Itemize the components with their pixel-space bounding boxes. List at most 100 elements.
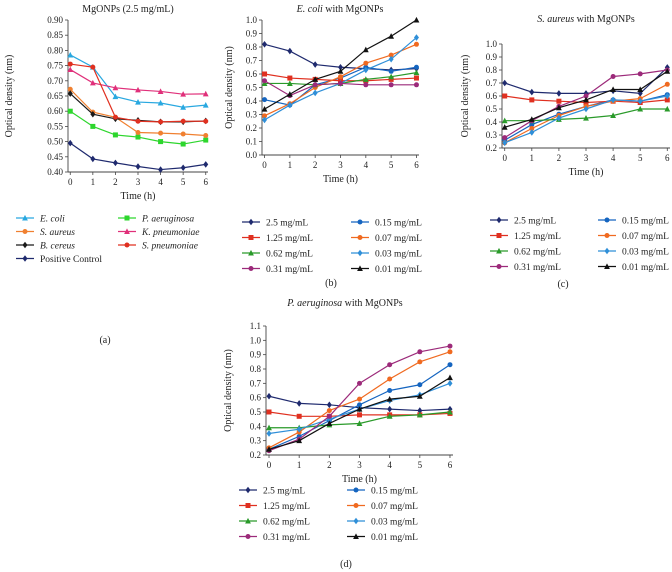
y-tick-label: 0.0 [246,150,258,160]
data-point [502,93,508,99]
data-point [417,407,423,414]
data-point [158,166,164,173]
data-point [387,362,393,368]
data-point [637,105,644,112]
chart-title: MgONPs (2.5 mg/mL) [82,4,173,15]
legend-label: 0.31 mg/mL [266,265,313,275]
legend-marker [22,229,28,234]
legend-marker [248,249,254,256]
panel-label: (d) [340,559,352,570]
data-point [296,437,303,444]
data-point [583,115,589,121]
x-tick-label: 3 [357,460,362,470]
data-point [262,113,268,119]
data-point [583,93,589,99]
data-point [180,118,186,124]
x-tick-label: 1 [288,160,293,170]
y-tick-label: 0.1 [246,137,257,147]
legend-label: 0.15 mg/mL [371,487,418,497]
panel-label: (a) [99,335,110,346]
data-point [337,68,344,74]
legend-label: S. aureus [40,228,75,238]
data-point [637,71,643,77]
data-point [388,68,394,74]
data-point [338,80,343,86]
legend-label: 1.25 mg/mL [514,232,561,242]
y-tick-label: 0.4 [246,96,258,106]
x-tick-label: 0 [262,160,267,170]
data-point [90,123,96,129]
y-tick-label: 0.9 [246,29,258,39]
data-point [637,97,643,105]
x-tick-label: 6 [665,153,670,163]
data-point [583,96,589,103]
y-tick-label: 0.70 [47,76,63,86]
data-point [203,161,209,168]
data-point [357,396,362,402]
data-point [180,131,186,137]
y-tick-label: 1.0 [250,335,262,345]
legend-label: B. cereus [40,242,75,252]
data-point [312,82,318,88]
data-point [501,117,508,124]
legend-label: 0.03 mg/mL [371,518,418,528]
legend-marker [496,216,502,224]
data-point [135,163,141,170]
data-point [447,374,453,381]
data-point [363,60,369,66]
data-point [416,393,423,399]
y-tick-label: 0.45 [47,152,63,162]
data-point [203,133,209,139]
legend-label: 0.62 mg/mL [266,250,313,260]
data-point [135,118,141,124]
legend: 2.5 mg/mL 0.15 mg/mL 1.25 mg/mL 0.07 mg/mL 0… [490,216,669,273]
data-point [296,400,302,407]
legend-label: 2.5 mg/mL [514,217,556,227]
x-axis-label: Time (h) [342,474,377,485]
data-point [501,124,508,130]
data-point [387,376,393,382]
y-axis-label: Optical density (nm) [4,55,15,138]
data-point [326,420,333,426]
data-point [664,97,670,103]
y-tick-label: 0.5 [486,104,498,114]
data-point [417,359,423,365]
legend: 2.5 mg/mL 0.15 mg/mL 1.25 mg/mL 0.07 mg/mL 0… [239,487,418,543]
chart-panel-4: P. aeruginosa with MgONPs 0.2 0.3 0.4 0.5 0.6… [223,298,453,570]
x-tick-label: 3 [584,153,589,163]
data-point [266,392,272,400]
data-point [529,126,535,131]
panel-label: (b) [325,278,337,289]
data-point [417,382,423,388]
legend-marker [248,235,254,240]
x-tick-label: 2 [557,153,562,163]
y-tick-label: 0.2 [246,123,257,133]
x-tick-label: 4 [387,460,392,470]
data-point [413,82,419,88]
data-point [180,164,186,172]
data-point [312,61,318,68]
data-point [286,80,293,86]
x-tick-label: 5 [389,160,394,170]
data-point [203,118,209,124]
data-point [413,16,420,23]
legend-marker [22,214,28,221]
x-axis-label: Time (h) [569,167,604,178]
x-tick-label: 1 [297,460,302,470]
legend-marker [604,233,610,238]
data-point [413,75,419,81]
data-point [529,122,535,128]
legend-marker [124,242,130,248]
data-point [556,104,562,111]
x-tick-label: 0 [502,153,507,163]
x-tick-label: 5 [181,177,186,187]
legend-label: 0.01 mg/mL [371,533,418,543]
data-point [287,75,293,81]
data-point [286,91,293,97]
y-tick-label: 1.1 [250,321,261,331]
legend-label: K. pneumoniae [141,228,200,238]
data-point [610,74,616,79]
legend-marker [124,228,130,234]
data-point [363,66,369,74]
chart-title: S. aureus with MgONPs [537,14,635,25]
